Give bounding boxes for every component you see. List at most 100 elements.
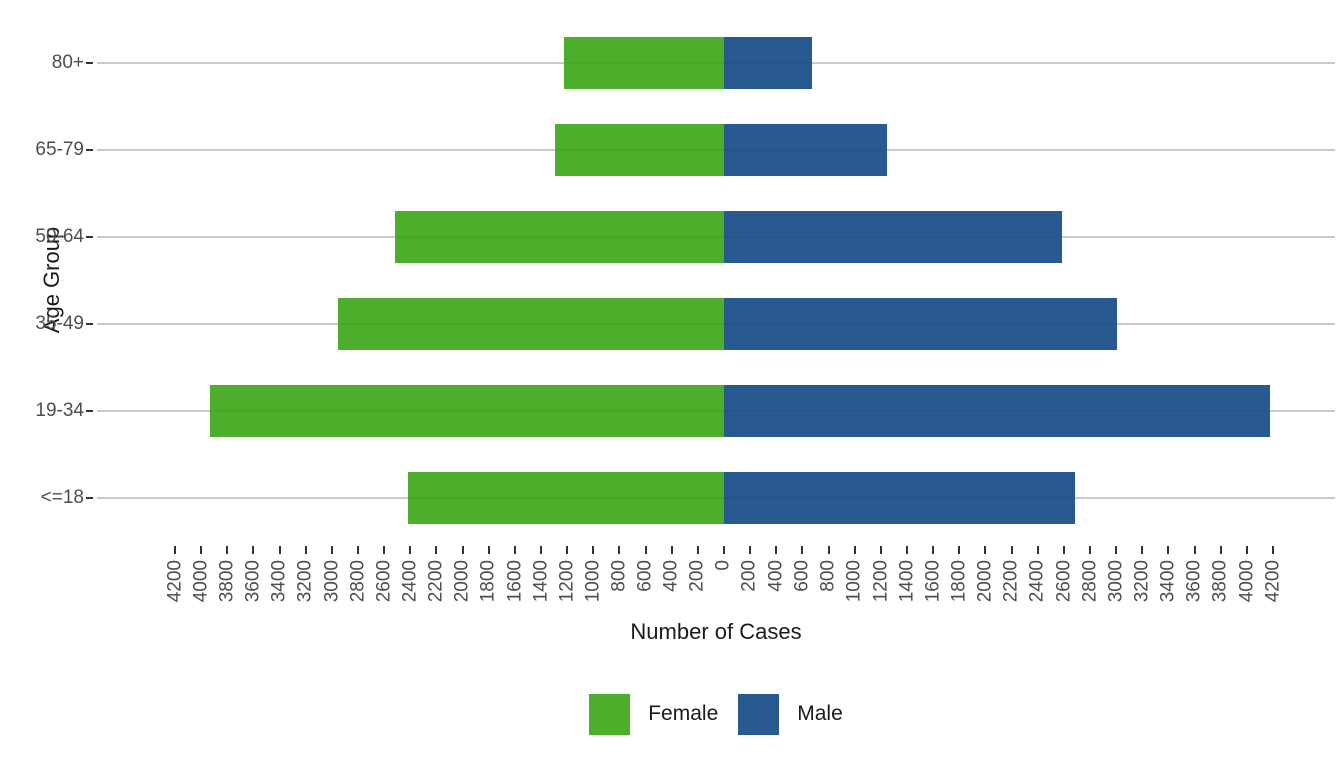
x-tick-label: 1600: [922, 560, 944, 603]
x-tick-label: 400: [660, 560, 682, 592]
legend-label-female: Female: [648, 702, 719, 725]
gridline-overlay: [97, 409, 1335, 412]
x-tick-label: 2800: [347, 560, 369, 603]
bar-female-50-64: [394, 211, 724, 264]
x-tick-mark: [1062, 546, 1065, 554]
bar-male-50-64: [724, 211, 1062, 264]
x-tick-mark: [1036, 546, 1039, 554]
x-tick-mark: [461, 546, 464, 554]
x-tick-mark: [566, 546, 569, 554]
x-tick-mark: [304, 546, 307, 554]
x-tick-mark: [696, 546, 699, 554]
gridline-overlay: [97, 322, 1335, 325]
x-tick-mark: [1167, 546, 1170, 554]
male-color-swatch: [738, 693, 780, 735]
y-tick-mark: [86, 62, 93, 65]
x-tick-label: 200: [739, 560, 761, 592]
x-tick-label: 1200: [556, 560, 578, 603]
x-tick-mark: [200, 546, 203, 554]
x-tick-label: 4200: [1261, 560, 1283, 603]
x-tick-label: 800: [817, 560, 839, 592]
x-tick-label: 2600: [1052, 560, 1074, 603]
x-tick-mark: [723, 546, 725, 554]
y-tick-mark: [86, 322, 93, 325]
x-tick-label: 1000: [582, 560, 604, 603]
x-tick-mark: [330, 546, 333, 554]
x-tick-mark: [1115, 546, 1118, 554]
x-tick-mark: [226, 546, 229, 554]
y-tick-label-19-34: 19-34: [35, 399, 84, 421]
x-tick-label: 3400: [268, 560, 290, 603]
x-tick-mark: [644, 546, 647, 554]
bar-female-65-79: [555, 124, 724, 177]
x-tick-label: 2400: [399, 560, 421, 603]
x-tick-label: 3000: [320, 560, 342, 603]
bar-female-19-34: [209, 384, 724, 437]
legend: Female Male: [97, 692, 1335, 736]
x-tick-mark: [357, 546, 360, 554]
x-tick-mark: [409, 546, 412, 554]
x-tick-mark: [1010, 546, 1013, 554]
x-tick-label: 1400: [895, 560, 917, 603]
x-tick-label: 1200: [869, 560, 891, 603]
x-tick-label: 1800: [948, 560, 970, 603]
x-tick-mark: [801, 546, 804, 554]
x-tick-label: 2000: [451, 560, 473, 603]
bar-male-65-79: [724, 124, 887, 177]
x-tick-label: 600: [634, 560, 656, 592]
bar-male-35-49: [724, 297, 1117, 350]
bar-male-80+: [724, 37, 812, 90]
x-tick-label: 3800: [216, 560, 238, 603]
gridline-overlay: [97, 62, 1335, 65]
y-tick-label-<=18: <=18: [40, 486, 84, 508]
x-tick-mark: [487, 546, 490, 554]
x-tick-mark: [383, 546, 386, 554]
x-tick-mark: [827, 546, 830, 554]
gridline-overlay: [97, 236, 1335, 239]
legend-item-male: Male: [738, 693, 843, 735]
x-tick-mark: [984, 546, 987, 554]
x-tick-label: 3000: [1105, 560, 1127, 603]
x-tick-mark: [958, 546, 961, 554]
y-tick-mark: [86, 149, 93, 152]
x-tick-label: 0: [713, 560, 734, 571]
x-tick-label: 2200: [1000, 560, 1022, 603]
y-tick-label-35-49: 35-49: [35, 312, 84, 334]
x-axis-title: Number of Cases: [630, 619, 802, 644]
x-tick-mark: [775, 546, 778, 554]
x-tick-label: 1800: [477, 560, 499, 603]
x-tick-label: 200: [686, 560, 708, 592]
x-tick-mark: [932, 546, 935, 554]
x-tick-label: 3600: [1183, 560, 1205, 603]
x-tick-label: 3400: [1157, 560, 1179, 603]
x-tick-mark: [540, 546, 543, 554]
y-tick-mark: [86, 409, 93, 412]
bar-female-<=18: [407, 471, 724, 524]
x-tick-label: 1600: [503, 560, 525, 603]
y-tick-mark: [86, 496, 93, 499]
x-tick-mark: [749, 546, 752, 554]
x-tick-mark: [252, 546, 255, 554]
x-tick-mark: [1271, 546, 1274, 554]
x-tick-mark: [853, 546, 856, 554]
x-tick-mark: [879, 546, 882, 554]
x-tick-label: 3200: [1131, 560, 1153, 603]
x-tick-label: 1000: [843, 560, 865, 603]
x-tick-mark: [1219, 546, 1222, 554]
x-tick-mark: [174, 546, 177, 554]
y-tick-label-80+: 80+: [51, 52, 84, 74]
x-tick-label: 2000: [974, 560, 996, 603]
legend-label-male: Male: [797, 702, 843, 725]
female-color-swatch: [589, 693, 631, 735]
x-tick-mark: [1245, 546, 1248, 554]
x-tick-label: 1400: [530, 560, 552, 603]
x-tick-label: 2400: [1026, 560, 1048, 603]
x-tick-mark: [592, 546, 595, 554]
bar-female-80+: [563, 37, 724, 90]
bar-male-19-34: [724, 384, 1270, 437]
x-tick-label: 2200: [425, 560, 447, 603]
gridline-overlay: [97, 149, 1335, 152]
x-tick-label: 4200: [164, 560, 186, 603]
x-tick-label: 4000: [1235, 560, 1257, 603]
